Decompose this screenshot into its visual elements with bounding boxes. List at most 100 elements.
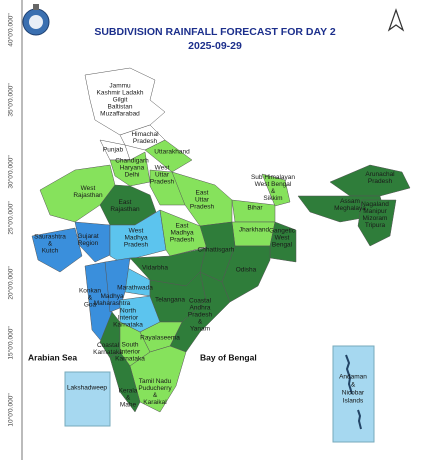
region-label: Telangana: [155, 297, 185, 304]
region-label: Nagaland: [361, 201, 389, 208]
region-label: &: [126, 395, 131, 402]
region-label: Pradesh: [190, 204, 215, 211]
region-label: Goa: [84, 302, 97, 309]
region-label: Rajasthan: [110, 206, 140, 213]
region-shape: [144, 139, 193, 173]
region-label: West: [129, 228, 144, 235]
region-label: Pradesh: [124, 242, 149, 249]
region-label: Bengal: [272, 242, 293, 249]
region-label: Karnataka: [115, 356, 145, 363]
region-label: Kerala: [119, 388, 138, 395]
region-label: Maharashtra: [94, 300, 131, 307]
region-label: Pradesh: [188, 312, 213, 319]
region-label: Jharkhand: [239, 227, 270, 234]
latitude-label: 35°0'0.000": [7, 83, 15, 117]
latitude-label: 15°0'0.000": [7, 326, 15, 360]
island-label: Nicobar: [342, 390, 365, 397]
region-shape: [139, 321, 183, 353]
region-label: Gujarat: [77, 233, 99, 240]
region-label: Kutch: [42, 248, 59, 255]
sea-label: Bay of Bengal: [200, 352, 257, 362]
region-label: Vidarbha: [142, 265, 168, 272]
region-label: &: [48, 241, 53, 248]
region-label: Gilgit: [113, 97, 128, 104]
inset-box: [64, 371, 111, 427]
latitude-label: 40°0'0.000": [7, 13, 15, 47]
region-label: Kashmir Ladakh: [97, 90, 144, 97]
region-label: Region: [78, 240, 99, 247]
region-shape: [261, 173, 291, 207]
latitude-label: 25°0'0.000": [7, 201, 15, 235]
region-shape: [357, 199, 397, 247]
region-label: East: [175, 223, 188, 230]
region-label: Tripura: [365, 222, 386, 229]
region-label: Mahe: [120, 402, 137, 409]
sea-label: Arabian Sea: [28, 352, 77, 362]
region-label: West: [81, 185, 96, 192]
region-label: &: [271, 188, 276, 195]
region-label: Madhya: [170, 230, 194, 237]
region-label: Haryana: [120, 165, 145, 172]
region-shape: [129, 345, 187, 413]
region-label: Jammu: [109, 83, 131, 90]
region-shape: [159, 209, 211, 257]
islands: [345, 354, 362, 430]
region-label: West Bengal: [255, 181, 292, 188]
region-label: Pradesh: [133, 138, 158, 145]
region-label: Arunachal: [365, 171, 395, 178]
region-label: Karaikal: [143, 399, 167, 406]
region-shape: [31, 227, 83, 273]
region-shape: [84, 67, 166, 136]
region-label: Coastal: [189, 298, 212, 305]
region-label: Sub Himalayan: [251, 174, 295, 181]
region-label: Yanam: [190, 326, 210, 333]
island-label: Andaman: [339, 374, 367, 381]
regions: [31, 67, 411, 413]
region-label: Chandigarh: [115, 158, 149, 165]
region-label: Andhra: [190, 305, 211, 312]
region-label: Pradesh: [368, 178, 393, 185]
region-label: Sikkim: [263, 195, 282, 202]
region-label: Himachal: [131, 131, 159, 138]
region-label: Rayalaseema: [140, 335, 180, 342]
region-label: Assam: [340, 198, 360, 205]
region-label: &: [88, 295, 93, 302]
region-label: &: [153, 392, 158, 399]
region-label: Interior: [118, 315, 139, 322]
region-label: Punjab: [103, 147, 124, 154]
region-label: West: [275, 235, 290, 242]
region-label: Pradesh: [150, 179, 175, 186]
region-label: Gangetic: [269, 228, 296, 235]
region-label: Uttar: [195, 197, 210, 204]
island-label: &: [351, 382, 356, 389]
title: SUBDIVISION RAINFALL FORECAST FOR DAY 2: [94, 26, 335, 38]
region-label: Baltistan: [108, 104, 133, 111]
region-label: Puducherry: [138, 385, 172, 392]
region-label: East: [195, 190, 208, 197]
region-label: Tamil Nadu: [139, 378, 172, 385]
region-label: Coastal: [97, 342, 120, 349]
region-label: Madhya: [100, 293, 124, 300]
island-label: Islands: [343, 398, 364, 405]
region-label: East: [118, 199, 131, 206]
region-label: Rajasthan: [73, 192, 103, 199]
latitude-label: 10°0'0.000": [7, 393, 15, 427]
region-label: Odisha: [236, 267, 257, 274]
region-shape: [269, 221, 297, 263]
region-label: Karnataka: [93, 349, 123, 356]
inset-box: [332, 345, 375, 443]
region-label: West: [155, 165, 170, 172]
region-label: Konkan: [79, 288, 101, 295]
region-label: Interior: [120, 349, 141, 356]
region-label: Uttarakhand: [154, 149, 190, 156]
region-label: &: [198, 319, 203, 326]
region-label: North: [120, 308, 136, 315]
region-label: Delhi: [125, 172, 140, 179]
region-label: Madhya: [124, 235, 148, 242]
date: 2025-09-29: [188, 40, 242, 52]
region-label: Pradesh: [170, 237, 195, 244]
region-label: Chhattisgarh: [198, 247, 235, 254]
region-label: South: [122, 342, 139, 349]
